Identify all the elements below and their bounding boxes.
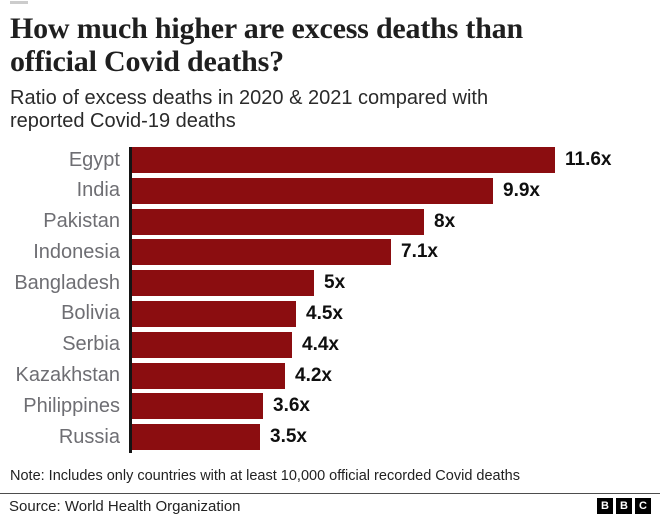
subtitle-line-1: Ratio of excess deaths in 2020 & 2021 co… — [10, 87, 489, 109]
bar — [132, 393, 263, 420]
category-label: Bolivia — [61, 302, 120, 325]
bar — [132, 300, 296, 327]
chart-row: Pakistan 8x — [10, 208, 650, 235]
value-label: 11.6x — [565, 149, 612, 170]
value-label: 9.9x — [503, 179, 540, 201]
category-label: Bangladesh — [14, 271, 120, 294]
category-label: Kazakhstan — [15, 364, 120, 387]
top-edge-artifact — [10, 1, 28, 4]
bar — [132, 424, 260, 451]
source-credit: Source: World Health Organization — [9, 497, 241, 515]
chart-row: Kazakhstan 4.2x — [10, 362, 650, 389]
value-label: 4.2x — [295, 364, 332, 386]
bar — [132, 362, 285, 389]
value-label: 4.4x — [302, 333, 339, 355]
bar — [132, 177, 493, 204]
bar — [132, 331, 292, 358]
chart-row: Bolivia 4.5x — [10, 300, 650, 327]
category-label: Pakistan — [43, 210, 120, 233]
bar — [132, 147, 555, 173]
bar-area: 7.1x — [132, 239, 650, 266]
bar-area: 3.5x — [132, 424, 650, 451]
bbc-logo-block: B — [616, 498, 632, 515]
chart-row: Indonesia 7.1x — [10, 239, 650, 266]
y-axis-line — [129, 147, 132, 453]
bar-chart: Egypt 11.6x India 9.9x Pakistan 8x Indonesia 7.… — [10, 147, 650, 453]
bar-area: 4.4x — [132, 331, 650, 358]
footer-divider — [0, 493, 660, 495]
bar — [132, 208, 424, 235]
title-line-1: How much higher are excess deaths than — [10, 12, 523, 45]
subtitle-line-2: reported Covid-19 deaths — [10, 110, 236, 132]
bar-area: 4.2x — [132, 362, 650, 389]
value-label: 3.6x — [273, 395, 310, 417]
chart-row: Philippines 3.6x — [10, 393, 650, 420]
bar-area: 8x — [132, 208, 650, 235]
value-label: 4.5x — [306, 302, 343, 324]
category-label: Serbia — [62, 333, 120, 356]
category-label: Philippines — [23, 394, 120, 417]
chart-row: Russia 3.5x — [10, 424, 650, 451]
chart-rows: Egypt 11.6x India 9.9x Pakistan 8x Indonesia 7.… — [10, 147, 650, 453]
title-line-2: official Covid deaths? — [10, 45, 284, 78]
bbc-logo-block: C — [635, 498, 651, 515]
bbc-logo-block: B — [597, 498, 613, 515]
bar-area: 3.6x — [132, 393, 650, 420]
chart-row: Bangladesh 5x — [10, 270, 650, 297]
chart-subtitle: Ratio of excess deaths in 2020 & 2021 co… — [10, 87, 650, 133]
value-label: 5x — [324, 272, 346, 294]
bar-area: 5x — [132, 270, 650, 297]
bar — [132, 270, 314, 297]
chart-row: Serbia 4.4x — [10, 331, 650, 358]
category-label: Indonesia — [33, 240, 120, 263]
chart-note: Note: Includes only countries with at le… — [10, 468, 520, 485]
bar-area: 9.9x — [132, 177, 650, 204]
category-label: Egypt — [68, 148, 120, 171]
page-title: How much higher are excess deaths than o… — [10, 12, 650, 78]
category-label: India — [76, 179, 120, 202]
bar-area: 4.5x — [132, 300, 650, 327]
chart-row: India 9.9x — [10, 177, 650, 204]
value-label: 8x — [434, 210, 456, 232]
bar-area: 11.6x — [132, 147, 650, 173]
bar — [132, 239, 391, 266]
value-label: 7.1x — [401, 241, 438, 263]
value-label: 3.5x — [270, 426, 307, 448]
chart-row: Egypt 11.6x — [10, 147, 650, 173]
category-label: Russia — [58, 425, 120, 448]
